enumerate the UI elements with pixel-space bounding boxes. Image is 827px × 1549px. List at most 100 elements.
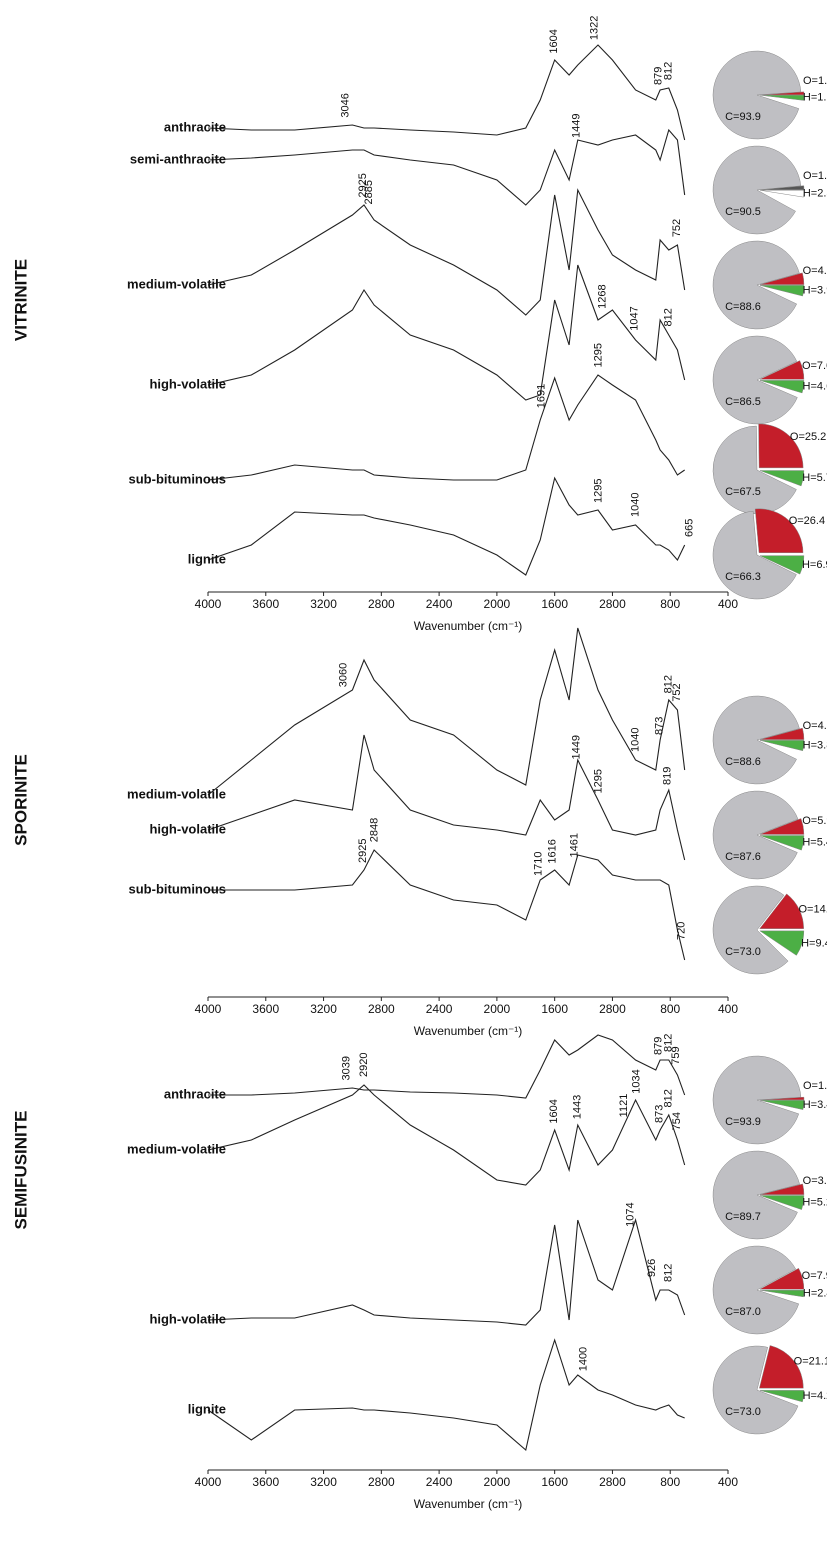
pie-label: H=4.2 — [803, 1390, 827, 1402]
series-name: medium-volatile — [127, 276, 226, 291]
series-name: anthracite — [164, 1086, 226, 1101]
x-tick-label: 4000 — [195, 597, 222, 611]
pie-label: O=7.0 — [802, 360, 827, 372]
x-tick-label: 2800 — [368, 597, 395, 611]
spectrum — [207, 1084, 686, 1186]
pie-slice — [712, 510, 797, 600]
peak-label: 1121 — [618, 1094, 630, 1118]
pie-label: C=93.9 — [725, 111, 761, 123]
pie-label: C=87.0 — [725, 1306, 761, 1318]
peak-label: 1295 — [593, 479, 605, 503]
peak-label: 2925 — [357, 173, 369, 197]
pie-label: O=14.5 — [799, 904, 827, 916]
x-axis-label: Wavenumber (cm⁻¹) — [414, 1497, 523, 1511]
pie-slice — [712, 695, 800, 785]
x-tick-label: 2800 — [599, 1475, 626, 1489]
pie-label: C=87.6 — [725, 851, 761, 863]
pie-label: H=2.4 — [803, 1287, 827, 1299]
x-tick-label: 2800 — [368, 1475, 395, 1489]
peak-label: 3046 — [340, 93, 352, 117]
peak-label: 812 — [662, 675, 674, 693]
peak-label: 873 — [654, 717, 666, 735]
pie-label: H=5.2 — [802, 1196, 827, 1208]
pie-slice — [712, 885, 789, 975]
series-name: sub-bituminous — [129, 471, 227, 486]
x-tick-label: 4000 — [195, 1002, 222, 1016]
peak-label: 752 — [671, 683, 683, 701]
x-tick-label: 1600 — [541, 597, 568, 611]
pie-slice — [759, 185, 805, 191]
x-tick-label: 2400 — [426, 1002, 453, 1016]
pie-label: H=3.9 — [803, 285, 827, 297]
pie-label: C=86.5 — [725, 396, 761, 408]
x-tick-label: 800 — [660, 1002, 680, 1016]
peak-label: 812 — [662, 308, 674, 326]
pie-label: O=4.2 — [803, 720, 827, 732]
x-tick-label: 3200 — [310, 597, 337, 611]
x-tick-label: 2000 — [484, 597, 511, 611]
pie-slice — [712, 1055, 802, 1145]
peak-label: 759 — [670, 1046, 682, 1064]
pie-label: O=5.9 — [802, 815, 827, 827]
peak-label: 3060 — [338, 663, 350, 687]
pie-label: O=1.5 — [803, 170, 827, 182]
x-tick-label: 2800 — [599, 597, 626, 611]
peak-label: 1710 — [533, 852, 545, 876]
peak-label: 1074 — [625, 1202, 637, 1226]
pie-label: H=5.4 — [802, 837, 827, 849]
peak-label: 873 — [654, 1105, 666, 1123]
series-name: semi-anthracite — [130, 151, 226, 166]
x-tick-label: 2400 — [426, 597, 453, 611]
pie-slice — [759, 272, 805, 285]
x-tick-label: 1600 — [541, 1475, 568, 1489]
peak-label: 1461 — [569, 833, 581, 857]
pie-label: C=90.5 — [725, 206, 761, 218]
series-name: lignite — [188, 551, 226, 566]
pie-label: H=2.5 — [803, 188, 827, 200]
series-name: medium-volatile — [127, 786, 226, 801]
x-tick-label: 400 — [718, 597, 738, 611]
pie-slice — [759, 285, 805, 297]
peak-label: 1616 — [546, 839, 558, 863]
spectrum — [207, 476, 686, 576]
pie-label: O=1.1 — [803, 75, 827, 87]
peak-label: 1604 — [548, 1099, 560, 1123]
peak-label: 1400 — [577, 1347, 589, 1371]
pie-slice — [759, 930, 805, 956]
peak-label: 812 — [662, 1034, 674, 1052]
peak-label: 1295 — [593, 769, 605, 793]
pie-slice — [759, 835, 805, 851]
pie-label: C=88.6 — [725, 301, 761, 313]
pie-slice — [712, 1245, 800, 1335]
pie-slice — [712, 425, 797, 515]
pie-slice — [758, 423, 804, 469]
pie-slice — [759, 470, 805, 487]
x-tick-label: 2800 — [368, 1002, 395, 1016]
pie-slice — [759, 360, 805, 380]
pie-label: C=73.0 — [725, 1406, 761, 1418]
pie-slice — [759, 1183, 805, 1195]
spectrum — [207, 128, 686, 206]
peak-label: 2848 — [368, 818, 380, 842]
x-tick-label: 2000 — [484, 1002, 511, 1016]
spectrum — [207, 188, 686, 316]
pie-label: H=9.4 — [801, 937, 827, 949]
x-tick-label: 2400 — [426, 1475, 453, 1489]
peak-label: 1449 — [570, 114, 582, 138]
pie-slice — [759, 1289, 805, 1298]
x-tick-label: 3200 — [310, 1475, 337, 1489]
series-name: medium-volatile — [127, 1141, 226, 1156]
x-tick-label: 3200 — [310, 1002, 337, 1016]
peak-label: 2885 — [363, 180, 375, 204]
spectrum — [208, 849, 686, 961]
pie-label: H=4.6 — [803, 381, 827, 393]
peak-label: 1449 — [570, 735, 582, 759]
peak-label: 754 — [671, 1112, 683, 1130]
pie-label: C=67.5 — [725, 486, 761, 498]
peak-label: 879 — [653, 67, 665, 85]
pie-slice — [759, 818, 805, 835]
pie-slice — [759, 1345, 804, 1389]
series-name: high-volatile — [149, 1311, 226, 1326]
peak-label: 2925 — [357, 838, 369, 862]
